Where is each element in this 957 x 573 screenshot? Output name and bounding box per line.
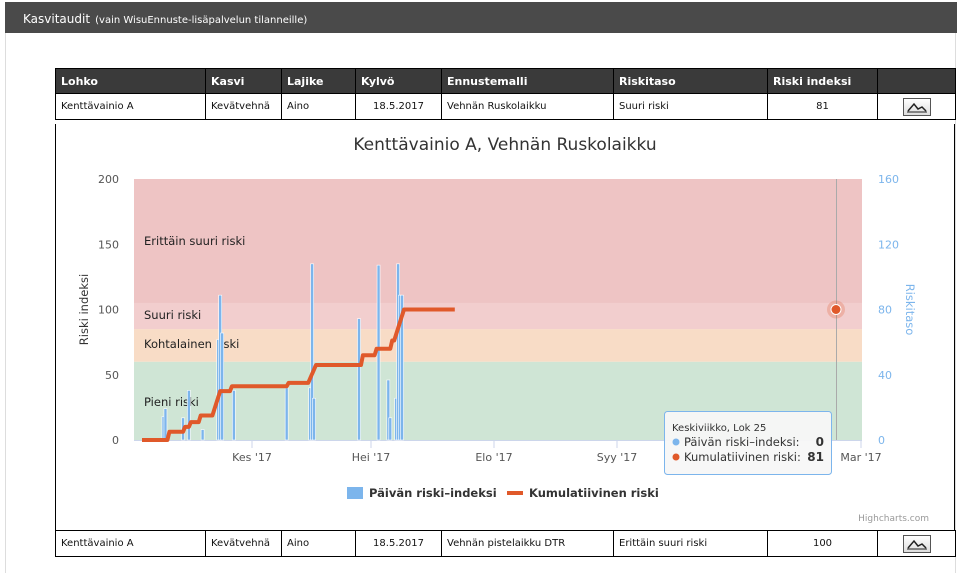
- x-axis-tick-label: Hei '17: [352, 451, 391, 464]
- cell-lohko: Kenttävainio A: [55, 530, 206, 557]
- daily-risk-bar: [284, 387, 289, 441]
- header-kasvi: Kasvi: [205, 68, 282, 94]
- legend-label-cumulative: Kumulatiivinen riski: [529, 486, 659, 500]
- header-actions: [877, 68, 956, 94]
- cell-actions: [877, 93, 956, 120]
- table-row: Kenttävainio A Kevätvehnä Aino 18.5.2017…: [55, 93, 956, 120]
- cell-riskitaso: Erittäin suuri riski: [613, 530, 768, 557]
- header-riski-indeksi: Riski indeksi: [767, 68, 878, 94]
- header-riskitaso: Riskitaso: [613, 68, 768, 94]
- daily-risk-bar: [200, 429, 205, 441]
- y-axis-tick-label: 100: [98, 304, 119, 317]
- risk-band: [134, 329, 862, 362]
- risk-band: [134, 179, 862, 303]
- tooltip-box: [664, 411, 832, 475]
- y2-axis-title: Riskitaso: [903, 284, 917, 336]
- panel-body: [5, 33, 956, 573]
- daily-risk-bar: [376, 264, 381, 441]
- header-ennustemalli: Ennustemalli: [441, 68, 614, 94]
- cell-riskitaso: Suuri riski: [613, 93, 768, 120]
- x-axis-tick-label: Mar '17: [840, 451, 881, 464]
- tooltip-title: Keskiviikko, Lok 25: [672, 423, 766, 434]
- risk-chart-container: Kenttävainio A, Vehnän Ruskolaikku Pieni …: [55, 124, 955, 530]
- line-chart-icon: [906, 539, 927, 549]
- cell-kasvi: Kevätvehnä: [205, 93, 282, 120]
- daily-risk-bar: [187, 390, 191, 441]
- cell-ennustemalli: Vehnän Ruskolaikku: [441, 93, 614, 120]
- risk-chart: Kenttävainio A, Vehnän Ruskolaikku Pieni …: [77, 135, 929, 524]
- daily-risk-bar: [310, 263, 314, 441]
- risk-band-label: Kohtalainen riski: [144, 337, 239, 351]
- hover-marker: [830, 304, 842, 315]
- y-axis-tick-label: 150: [98, 238, 119, 251]
- x-axis-tick-label: Elo '17: [475, 451, 512, 464]
- y2-axis-tick-label: 80: [878, 304, 892, 317]
- cell-ennustemalli: Vehnän pistelaikku DTR: [441, 530, 614, 557]
- table-row: Kenttävainio A Kevätvehnä Aino 18.5.2017…: [55, 530, 956, 557]
- y-axis-tick-label: 200: [98, 173, 119, 186]
- show-chart-button[interactable]: [902, 534, 931, 553]
- header-lohko: Lohko: [55, 68, 206, 94]
- tooltip-series-label: Kumulatiivinen riski:: [684, 450, 801, 464]
- cell-riski-indeksi: 100: [767, 530, 878, 557]
- y2-axis-tick-label: 160: [878, 173, 899, 186]
- y2-axis-tick-label: 40: [878, 369, 892, 382]
- y2-axis-tick-label: 0: [878, 434, 885, 447]
- crop-disease-table-continued: Kenttävainio A Kevätvehnä Aino 18.5.2017…: [55, 530, 956, 557]
- daily-risk-bar: [220, 332, 224, 441]
- daily-risk-bar: [386, 379, 391, 441]
- chart-credits: Highcharts.com: [858, 514, 929, 524]
- cell-kylvo: 18.5.2017: [355, 93, 442, 120]
- risk-band: [134, 302, 862, 330]
- header-lajike: Lajike: [281, 68, 356, 94]
- cumulative-risk-line: [142, 307, 455, 442]
- cell-riski-indeksi: 81: [767, 93, 878, 120]
- x-axis-tick-label: Syy '17: [597, 451, 638, 464]
- tooltip-series-value: 81: [807, 450, 824, 464]
- daily-risk-bar: [232, 390, 236, 441]
- header-kylvo: Kylvö: [355, 68, 442, 94]
- panel-subtitle: (vain WisuEnnuste-lisäpalvelun tilanneil…: [95, 15, 308, 26]
- line-chart-icon: [906, 102, 927, 112]
- table-header-row: Lohko Kasvi Lajike Kylvö Ennustemalli Ri…: [55, 68, 956, 94]
- risk-band-label: Erittäin suuri riski: [144, 234, 245, 248]
- cell-lohko: Kenttävainio A: [55, 93, 206, 120]
- panel-title: Kasvitaudit: [23, 12, 91, 26]
- tooltip-series-label: Päivän riski–indeksi:: [684, 435, 800, 449]
- cell-actions: [877, 530, 956, 557]
- tooltip-series-dot: [672, 438, 680, 446]
- risk-band-label: Pieni riski: [144, 395, 199, 409]
- crop-disease-table: Lohko Kasvi Lajike Kylvö Ennustemalli Ri…: [55, 68, 956, 120]
- x-axis-tick-label: Kes '17: [232, 451, 272, 464]
- show-chart-button[interactable]: [902, 97, 931, 116]
- chart-title: Kenttävainio A, Vehnän Ruskolaikku: [353, 135, 656, 155]
- cell-kylvo: 18.5.2017: [355, 530, 442, 557]
- daily-risk-bar: [400, 294, 404, 441]
- tooltip-series-value: 0: [816, 435, 824, 449]
- legend-label-daily-risk: Päivän riski–indeksi: [369, 486, 497, 500]
- cell-lajike: Aino: [281, 93, 356, 120]
- y2-axis-tick-label: 120: [878, 238, 899, 251]
- panel-header: Kasvitaudit (vain WisuEnnuste-lisäpalvel…: [5, 2, 957, 33]
- daily-risk-bar: [388, 417, 393, 441]
- cell-lajike: Aino: [281, 530, 356, 557]
- risk-band-label: Suuri riski: [144, 308, 201, 322]
- daily-risk-bar: [357, 318, 361, 441]
- legend-swatch-daily-risk: [347, 487, 363, 499]
- y-axis-tick-label: 0: [112, 434, 119, 447]
- y-axis-title: Riski indeksi: [77, 274, 91, 345]
- daily-risk-bar: [312, 397, 316, 441]
- tooltip-series-dot: [672, 453, 680, 461]
- y-axis-tick-label: 50: [105, 369, 119, 382]
- cell-kasvi: Kevätvehnä: [205, 530, 282, 557]
